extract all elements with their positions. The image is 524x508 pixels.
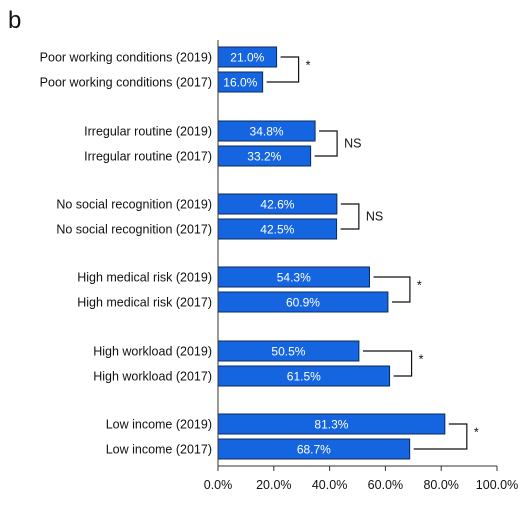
significance-label: NS [366,210,383,224]
x-axis: 0.0% 20.0% 40.0% 60.0% 80.0% 100.0% [204,40,518,492]
category-label: Irregular routine (2019) [84,124,212,138]
significance-bracket [314,130,338,157]
x-tick-label: 40.0% [312,478,347,492]
bar-value-label: 81.3% [314,417,348,431]
bar-value-label: 54.3% [277,270,311,284]
significance-label: * [306,59,311,73]
bar-group: 81.3% Low income (2019) 68.7% Low income (2… [106,413,479,460]
significance-label: * [474,426,479,440]
x-tick-label: 60.0% [368,478,403,492]
bar-value-label: 21.0% [230,50,264,64]
x-tick-label: 0.0% [204,478,233,492]
x-tick-label: 20.0% [256,478,291,492]
significance-label: * [419,353,424,367]
x-tick-label: 80.0% [423,478,458,492]
category-label: High medical risk (2019) [77,270,212,284]
category-label: Irregular routine (2017) [84,149,212,163]
bar-value-label: 16.0% [223,75,257,89]
bar-value-label: 42.6% [260,197,294,211]
x-tick-label: 100.0% [476,478,518,492]
category-label: Poor working conditions (2017) [40,75,212,89]
bar-group: 42.6% No social recognition (2019) 42.5% No… [56,193,383,240]
significance-bracket [266,56,300,83]
bar-group: 21.0% Poor working conditions (2019) 16.0%… [40,46,311,93]
panel-label: b [8,7,21,34]
bar-value-label: 34.8% [250,124,284,138]
bar-value-label: 68.7% [297,442,331,456]
category-label: High workload (2019) [93,344,212,358]
category-label: High workload (2017) [93,369,212,383]
bar-group: 34.8% Irregular routine (2019) 33.2% Irregu… [84,120,361,167]
bar-value-label: 42.5% [260,222,294,236]
bar-value-label: 61.5% [287,369,321,383]
category-label: High medical risk (2017) [77,295,212,309]
significance-label: NS [344,137,361,151]
bar-value-label: 33.2% [247,149,281,163]
category-label: No social recognition (2017) [56,222,212,236]
significance-bracket [340,203,360,230]
bar-value-label: 50.5% [271,344,305,358]
category-label: Low income (2017) [106,442,212,456]
significance-bracket [373,276,411,303]
bar-group: 54.3% High medical risk (2019) 60.9% High m… [77,266,422,313]
bars-layer: 21.0% Poor working conditions (2019) 16.0%… [40,46,479,460]
category-label: Low income (2019) [106,417,212,431]
bar-group: 50.5% High workload (2019) 61.5% High workl… [93,340,424,387]
category-label: Poor working conditions (2019) [40,50,212,64]
significance-label: * [417,279,422,293]
bar-value-label: 60.9% [286,295,320,309]
significance-bracket [362,350,413,377]
significance-bracket [413,423,468,450]
category-label: No social recognition (2019) [56,197,212,211]
